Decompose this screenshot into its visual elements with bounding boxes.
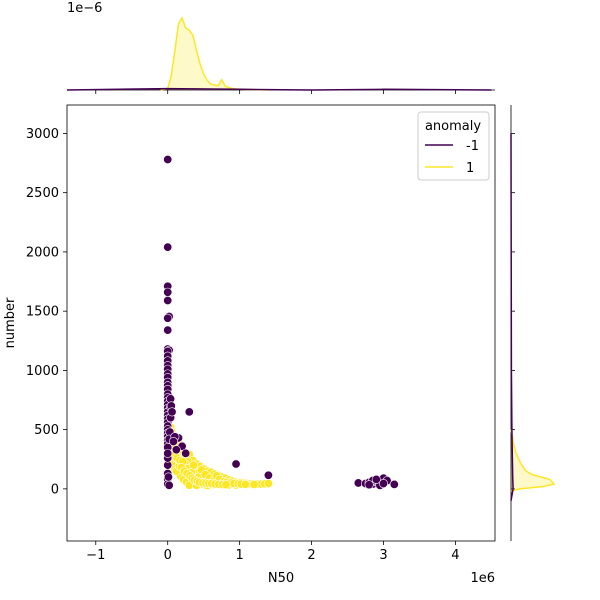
x-axis: −1 0 1 2 3 4 xyxy=(86,541,460,563)
legend: anomaly -1 1 xyxy=(417,111,490,181)
main-scatter-plot: −1 0 1 2 3 4 0 500 1000 1500 2000 2500 3000 1e6 N50… xyxy=(3,104,496,586)
scatter-point-neg1 xyxy=(371,474,381,484)
x-offset-label: 1e6 xyxy=(470,571,495,586)
scatter-point-neg1 xyxy=(167,407,177,417)
y-tick-label: 3000 xyxy=(26,127,59,142)
scatter-point-pos1 xyxy=(221,480,231,490)
scatter-point-neg1 xyxy=(231,459,241,469)
scatter-point-neg1 xyxy=(163,325,173,335)
right-density-fill-pos1 xyxy=(511,429,554,492)
plot-frame xyxy=(66,104,496,542)
y-axis-label: number xyxy=(3,297,18,348)
scatter-point-neg1 xyxy=(163,242,173,252)
top-density-line-pos1 xyxy=(160,16,269,91)
right-density-line-neg1 xyxy=(510,133,514,501)
right-marginal-density xyxy=(510,105,556,541)
x-tick-label: 0 xyxy=(164,548,172,563)
y-tick-label: 1500 xyxy=(26,305,59,320)
y-tick-label: 2000 xyxy=(26,245,59,260)
x-axis-label: N50 xyxy=(268,571,294,586)
scatter-point-neg1 xyxy=(163,448,173,458)
scatter-point-neg1 xyxy=(379,479,389,489)
scatter-point-neg1 xyxy=(389,479,399,489)
top-density-line-neg1 xyxy=(66,87,492,91)
top-density-fill-pos1 xyxy=(160,18,269,90)
y-tick-label: 2500 xyxy=(26,186,59,201)
scatter-point-pos1 xyxy=(189,460,199,470)
scatter-point-neg1 xyxy=(163,287,173,297)
legend-box xyxy=(417,111,490,181)
top-marginal-offset-label: 1e−6 xyxy=(67,1,102,16)
scatter-point-neg1 xyxy=(163,313,173,323)
legend-label-neg1: -1 xyxy=(466,139,479,154)
scatter-point-pos1 xyxy=(240,479,250,489)
scatter-point-pos1 xyxy=(263,479,273,489)
x-tick-label: 1 xyxy=(235,548,243,563)
scatter-point-neg1 xyxy=(163,295,173,305)
scatter-point-neg1 xyxy=(164,480,174,490)
legend-label-pos1: 1 xyxy=(466,161,474,176)
x-tick-label: 2 xyxy=(307,548,315,563)
top-marginal-density: 1e−6 xyxy=(66,1,495,94)
scatter-point-neg1 xyxy=(263,470,273,480)
x-tick-label: 3 xyxy=(379,548,387,563)
scatter-point-neg1 xyxy=(171,445,181,455)
right-density-line-pos1 xyxy=(510,429,556,492)
y-tick-label: 0 xyxy=(51,482,59,497)
scatter-point-neg1 xyxy=(163,472,173,482)
y-tick-label: 1000 xyxy=(26,364,59,379)
scatter-point-neg1 xyxy=(184,407,194,417)
x-tick-label: 4 xyxy=(451,548,459,563)
scatter-point-pos1 xyxy=(249,479,259,489)
y-axis: 0 500 1000 1500 2000 2500 3000 xyxy=(26,127,67,497)
scatter-point-neg1 xyxy=(168,436,178,446)
scatter-point-neg1 xyxy=(163,155,173,165)
y-tick-label: 500 xyxy=(34,423,59,438)
scatter-points xyxy=(163,155,399,490)
legend-title: anomaly xyxy=(425,119,481,134)
scatter-point-neg1 xyxy=(364,480,374,490)
scatter-point-neg1 xyxy=(181,448,191,458)
x-tick-label: −1 xyxy=(86,548,105,563)
